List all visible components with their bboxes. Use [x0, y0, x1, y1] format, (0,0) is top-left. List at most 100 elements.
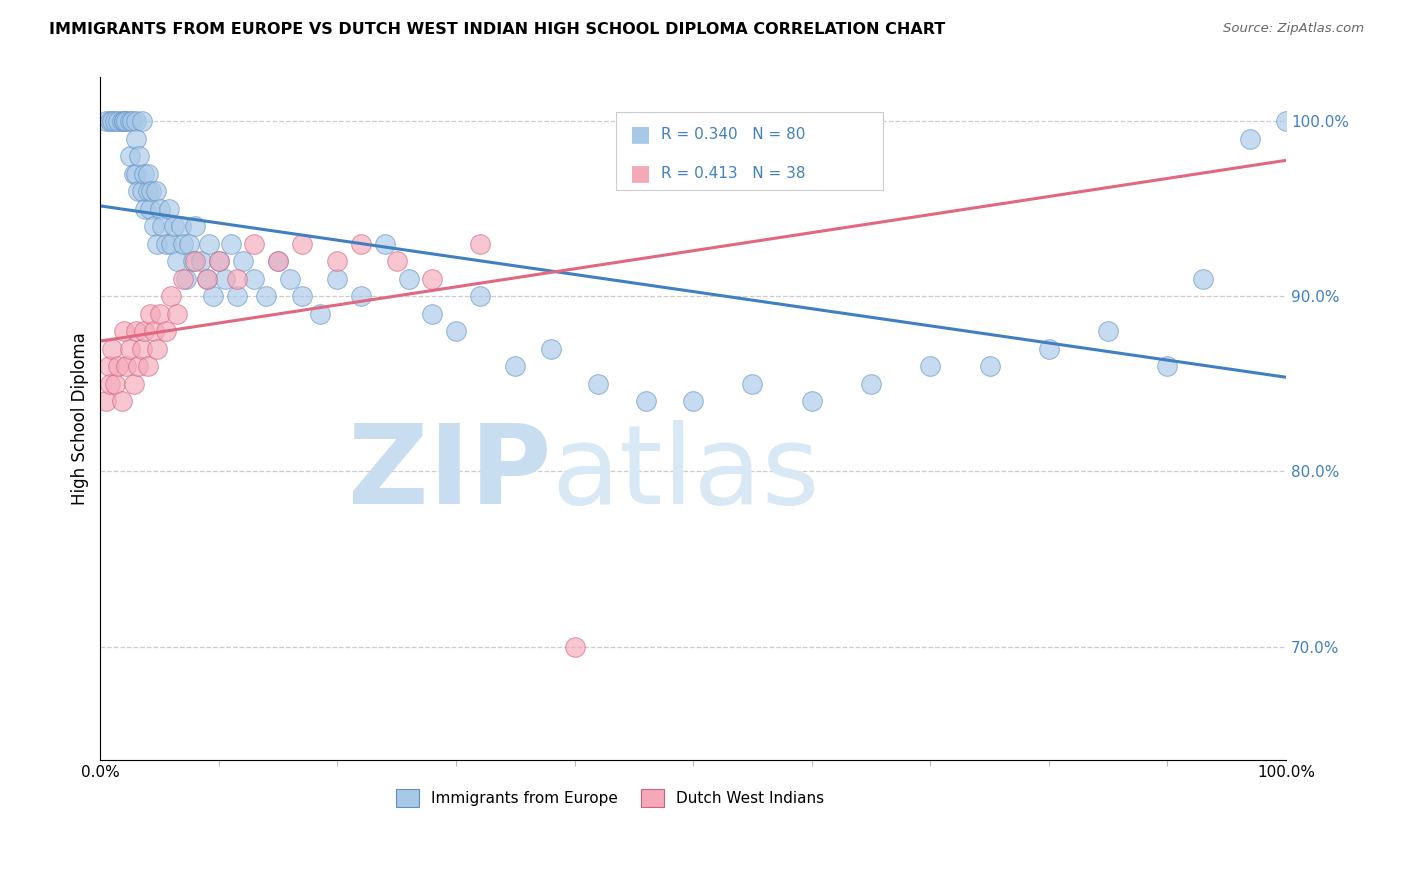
Point	[398, 272, 420, 286]
Text: ■: ■	[630, 124, 651, 145]
Point	[374, 236, 396, 251]
Point	[98, 114, 121, 128]
Point	[859, 376, 882, 391]
Point	[232, 254, 254, 268]
Point	[139, 307, 162, 321]
Point	[800, 394, 823, 409]
Point	[420, 272, 443, 286]
Point	[134, 202, 156, 216]
Point	[181, 254, 204, 268]
Point	[385, 254, 408, 268]
Point	[122, 167, 145, 181]
Point	[201, 289, 224, 303]
Point	[326, 254, 349, 268]
Point	[267, 254, 290, 268]
Point	[127, 359, 149, 374]
Point	[800, 132, 823, 146]
Point	[118, 342, 141, 356]
Point	[141, 184, 163, 198]
Point	[254, 289, 277, 303]
Point	[131, 184, 153, 198]
Point	[103, 114, 125, 128]
Point	[118, 114, 141, 128]
Point	[291, 289, 314, 303]
Point	[157, 202, 180, 216]
Point	[195, 272, 218, 286]
Point	[111, 394, 134, 409]
Point	[979, 359, 1001, 374]
Point	[1097, 324, 1119, 338]
Point	[184, 254, 207, 268]
Point	[127, 184, 149, 198]
Point	[682, 394, 704, 409]
Point	[540, 342, 562, 356]
Point	[225, 289, 247, 303]
Point	[420, 307, 443, 321]
Point	[190, 254, 212, 268]
Point	[179, 236, 201, 251]
Point	[112, 114, 135, 128]
Point	[160, 236, 183, 251]
Point	[125, 114, 148, 128]
Point	[163, 219, 186, 234]
Point	[588, 376, 610, 391]
Point	[326, 272, 349, 286]
Point	[267, 254, 290, 268]
Point	[136, 167, 159, 181]
Point	[350, 289, 373, 303]
Point	[128, 149, 150, 163]
Point	[219, 236, 242, 251]
Point	[131, 342, 153, 356]
Point	[101, 114, 124, 128]
Point	[198, 236, 221, 251]
Point	[184, 219, 207, 234]
Point	[145, 184, 167, 198]
Point	[920, 359, 942, 374]
Point	[505, 359, 527, 374]
Point	[350, 236, 373, 251]
Point	[101, 342, 124, 356]
Point	[139, 202, 162, 216]
Point	[243, 236, 266, 251]
Text: R = 0.413   N = 38: R = 0.413 N = 38	[661, 166, 806, 180]
Point	[142, 324, 165, 338]
Point	[468, 289, 491, 303]
Point	[208, 254, 231, 268]
Point	[149, 202, 172, 216]
Point	[1239, 132, 1261, 146]
Point	[170, 219, 193, 234]
Point	[136, 184, 159, 198]
Point	[468, 236, 491, 251]
Text: ■: ■	[630, 163, 651, 183]
Point	[308, 307, 330, 321]
Point	[118, 149, 141, 163]
Text: IMMIGRANTS FROM EUROPE VS DUTCH WEST INDIAN HIGH SCHOOL DIPLOMA CORRELATION CHAR: IMMIGRANTS FROM EUROPE VS DUTCH WEST IND…	[49, 22, 945, 37]
Point	[155, 324, 177, 338]
Point	[208, 254, 231, 268]
Point	[125, 324, 148, 338]
Point	[243, 272, 266, 286]
Point	[166, 307, 188, 321]
Point	[166, 254, 188, 268]
Point	[96, 394, 118, 409]
Point	[115, 359, 138, 374]
Point	[149, 307, 172, 321]
Point	[174, 272, 197, 286]
Point	[134, 167, 156, 181]
Point	[1038, 342, 1060, 356]
Point	[146, 342, 169, 356]
Point	[112, 324, 135, 338]
Text: Source: ZipAtlas.com: Source: ZipAtlas.com	[1223, 22, 1364, 36]
Point	[142, 219, 165, 234]
Point	[97, 359, 120, 374]
Point	[150, 219, 173, 234]
Point	[1192, 272, 1215, 286]
Point	[107, 114, 129, 128]
Point	[131, 114, 153, 128]
Point	[112, 114, 135, 128]
Point	[291, 236, 314, 251]
FancyBboxPatch shape	[616, 112, 883, 190]
Point	[564, 640, 586, 654]
Point	[98, 376, 121, 391]
Point	[155, 236, 177, 251]
